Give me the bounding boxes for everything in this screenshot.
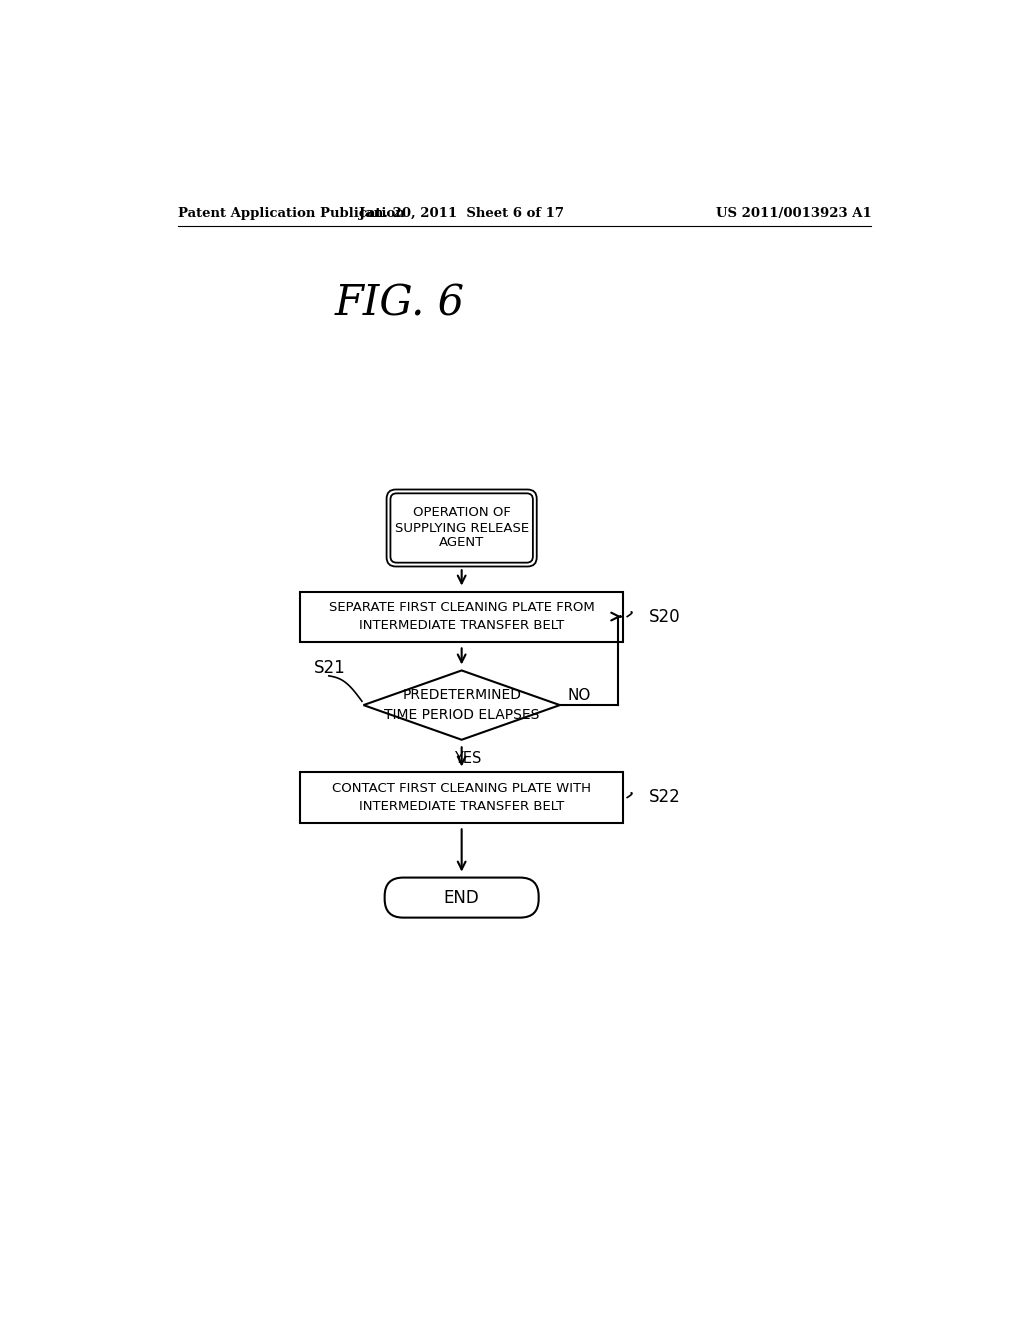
Text: US 2011/0013923 A1: US 2011/0013923 A1: [716, 207, 871, 220]
Text: S22: S22: [649, 788, 681, 807]
FancyBboxPatch shape: [387, 490, 537, 566]
Text: S20: S20: [649, 607, 680, 626]
Text: NO: NO: [567, 688, 591, 704]
FancyBboxPatch shape: [385, 878, 539, 917]
Text: END: END: [443, 888, 479, 907]
Text: FIG. 6: FIG. 6: [335, 282, 465, 325]
Text: PREDETERMINED
TIME PERIOD ELAPSES: PREDETERMINED TIME PERIOD ELAPSES: [384, 688, 540, 722]
Text: YES: YES: [454, 751, 481, 766]
Text: Patent Application Publication: Patent Application Publication: [178, 207, 406, 220]
Text: CONTACT FIRST CLEANING PLATE WITH
INTERMEDIATE TRANSFER BELT: CONTACT FIRST CLEANING PLATE WITH INTERM…: [332, 781, 591, 813]
Polygon shape: [364, 671, 560, 739]
Text: OPERATION OF
SUPPLYING RELEASE
AGENT: OPERATION OF SUPPLYING RELEASE AGENT: [394, 507, 528, 549]
Text: Jan. 20, 2011  Sheet 6 of 17: Jan. 20, 2011 Sheet 6 of 17: [359, 207, 564, 220]
FancyBboxPatch shape: [300, 591, 624, 642]
Text: S21: S21: [313, 659, 345, 677]
FancyBboxPatch shape: [300, 772, 624, 822]
Text: SEPARATE FIRST CLEANING PLATE FROM
INTERMEDIATE TRANSFER BELT: SEPARATE FIRST CLEANING PLATE FROM INTER…: [329, 601, 595, 632]
FancyBboxPatch shape: [390, 494, 532, 562]
